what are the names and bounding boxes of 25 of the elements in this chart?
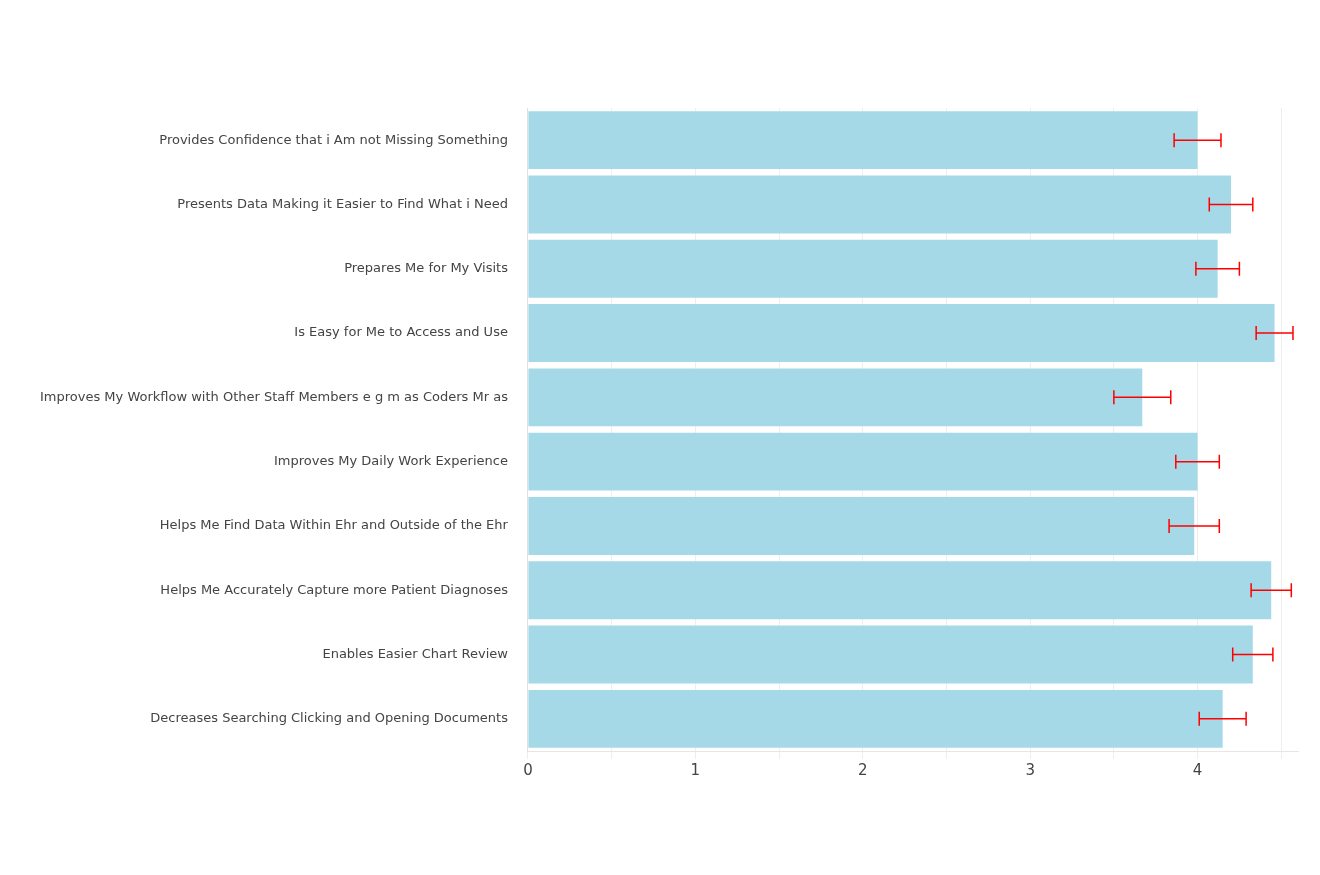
bar	[528, 368, 1143, 427]
y-tick-label: Provides Confidence that i Am not Missing Something	[159, 131, 508, 147]
bar	[528, 304, 1275, 362]
bar	[528, 689, 1223, 748]
x-tick-label: 2	[857, 760, 868, 779]
bar	[528, 497, 1195, 555]
y-tick-label: Presents Data Making it Easier to Find What i Need	[177, 195, 508, 211]
bar	[528, 239, 1218, 298]
y-tick-label: Decreases Searching Clicking and Opening Documents	[150, 710, 509, 726]
x-tick-label: 3	[1025, 760, 1035, 779]
bar	[528, 432, 1198, 491]
y-tick-label: Improves My Workflow with Other Staff Members e g m as Coders Mr as	[39, 388, 509, 404]
bar	[528, 625, 1253, 684]
x-tick-label: 0	[523, 760, 533, 779]
y-tick-label: Helps Me Accurately Capture more Patient Diagnoses	[160, 581, 509, 597]
bar	[528, 111, 1198, 170]
y-tick-label: Improves My Daily Work Experience	[273, 453, 508, 469]
y-tick-label: Helps Me Find Data Within Ehr and Outside of the Ehr	[159, 517, 509, 533]
bar	[528, 175, 1232, 234]
y-tick-label: Is Easy for Me to Access and Use	[294, 324, 508, 340]
x-tick-label: 1	[690, 760, 701, 779]
y-tick-label: Enables Easier Chart Review	[322, 645, 509, 661]
bar	[528, 561, 1272, 620]
x-tick-label: 4	[1192, 760, 1203, 779]
y-tick-label: Prepares Me for My Visits	[344, 260, 509, 276]
